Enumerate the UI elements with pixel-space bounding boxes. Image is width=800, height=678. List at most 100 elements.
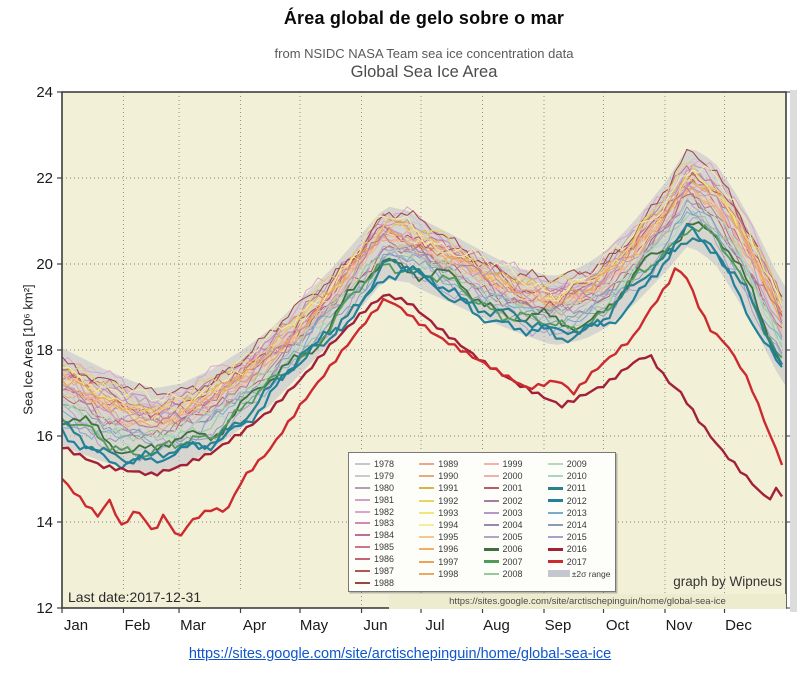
y-tick-label: 22 [36,170,53,187]
legend-entry-2005: 2005 [484,531,548,543]
source-url-strip: https://sites.google.com/site/arctischep… [389,594,786,609]
legend-label: 1998 [438,569,458,579]
legend-label: 1980 [374,483,394,493]
legend-label: 2002 [503,496,523,506]
legend-entry-1999: 1999 [484,458,548,470]
legend-line-swatch [548,524,563,526]
legend-label: 2009 [567,459,587,469]
legend-entry-2003: 2003 [484,507,548,519]
legend-label: 2010 [567,471,587,481]
legend-line-swatch [419,573,434,575]
x-tick-label: Nov [666,617,693,634]
legend-label: 1989 [438,459,458,469]
legend-entry-1982: 1982 [355,506,419,518]
legend-line-swatch [419,561,434,563]
page: Área global de gelo sobre o mar from NSI… [0,0,800,678]
legend-line-swatch [355,475,370,477]
legend-line-swatch [419,524,434,526]
legend-label: 2004 [503,520,523,530]
legend-label: 2015 [567,532,587,542]
legend-entry-1995: 1995 [419,531,483,543]
legend-entry-2004: 2004 [484,519,548,531]
legend-line-swatch [355,570,370,572]
legend-label: 1988 [374,578,394,588]
legend-entry-1986: 1986 [355,553,419,565]
legend-entry-2011: 2011 [548,482,612,494]
legend-entry-2006: 2006 [484,543,548,555]
legend-label: 2007 [503,557,523,567]
y-tick-label: 16 [36,428,53,445]
x-tick-label: Aug [483,617,510,634]
legend-line-swatch [548,536,563,538]
legend-label: 2016 [567,544,587,554]
legend-label: 2000 [503,471,523,481]
legend-column: 1978197919801981198219831984198519861987… [355,458,419,589]
legend-line-swatch [484,487,499,489]
legend-label: 1996 [438,544,458,554]
legend-label: 2005 [503,532,523,542]
legend-line-swatch [355,546,370,548]
legend-column: 200920102011201220132014201520162017±2σ … [548,458,612,589]
legend-entry-1988: 1988 [355,577,419,589]
legend-entry-1983: 1983 [355,518,419,530]
legend-entry-2017: 2017 [548,556,612,568]
legend-entry-2010: 2010 [548,470,612,482]
legend-line-swatch [484,475,499,477]
x-tick-label: Jan [64,617,88,634]
legend-label: 1995 [438,532,458,542]
legend-entry-1993: 1993 [419,507,483,519]
legend-label: 2001 [503,483,523,493]
legend-line-swatch [419,463,434,465]
legend-entry-1981: 1981 [355,494,419,506]
y-tick-label: 24 [36,84,53,101]
legend-entry-2000: 2000 [484,470,548,482]
legend-entry-1998: 1998 [419,568,483,580]
legend-label: 1978 [374,459,394,469]
x-tick-label: Dec [725,617,752,634]
y-tick-label: 18 [36,342,53,359]
x-tick-label: Jun [363,617,387,634]
legend-line-swatch [355,463,370,465]
legend-entry-1984: 1984 [355,529,419,541]
x-tick-label: Apr [243,617,266,634]
legend-entry-1989: 1989 [419,458,483,470]
legend-line-swatch [419,475,434,477]
legend-label: 1994 [438,520,458,530]
legend-entry-1990: 1990 [419,470,483,482]
legend-line-swatch [484,560,499,563]
legend-line-swatch [484,573,499,575]
legend-entry-2007: 2007 [484,556,548,568]
legend-entry-1987: 1987 [355,565,419,577]
legend-line-swatch [355,499,370,501]
legend-label: 1986 [374,554,394,564]
legend-entry-2008: 2008 [484,568,548,580]
legend-entry-1980: 1980 [355,482,419,494]
legend-label: 2008 [503,569,523,579]
legend-label: 1999 [503,459,523,469]
legend-label: 2017 [567,557,587,567]
legend-line-swatch [548,463,563,465]
x-tick-label: May [300,617,329,634]
legend-entry-2013: 2013 [548,507,612,519]
legend-line-swatch [419,487,434,489]
legend-line-swatch [484,536,499,538]
x-tick-label: Oct [606,617,630,634]
legend-line-swatch [355,487,370,489]
source-link[interactable]: https://sites.google.com/site/arctischep… [0,646,800,662]
y-tick-label: 14 [36,514,53,531]
legend-line-swatch [355,522,370,524]
legend-label: 1993 [438,508,458,518]
legend-column: 1989199019911992199319941995199619971998 [419,458,483,589]
legend-line-swatch [419,500,434,502]
legend-line-swatch [419,548,434,550]
x-tick-label: Sep [545,617,572,634]
legend-line-swatch [548,512,563,514]
legend-label: 2012 [567,496,587,506]
legend-label: 2013 [567,508,587,518]
y-tick-label: 20 [36,256,53,273]
credit-label: graph by Wipneus [540,574,782,589]
legend-line-swatch [355,558,370,560]
x-tick-label: Jul [425,617,444,634]
legend: 1978197919801981198219831984198519861987… [348,452,616,592]
legend-label: 2003 [503,508,523,518]
